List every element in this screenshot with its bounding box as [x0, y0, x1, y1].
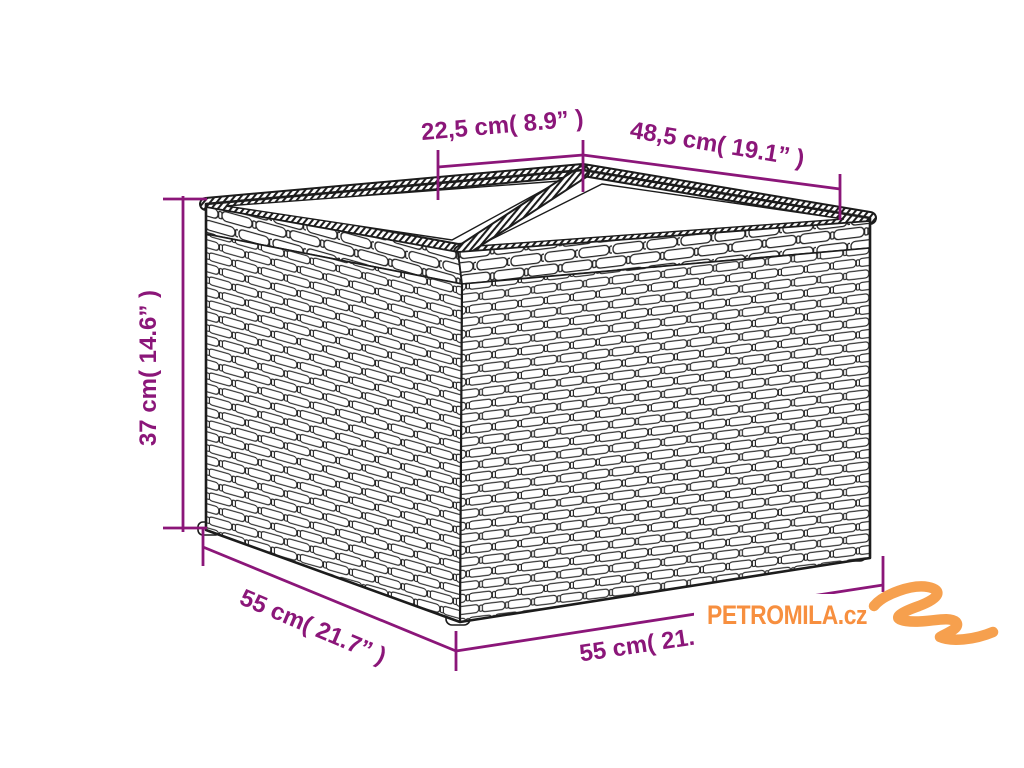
front-right-face: [459, 247, 871, 623]
product-illustration: [197, 163, 877, 626]
glass-panels: [225, 180, 845, 247]
dim-line-top-right: [582, 153, 841, 191]
watermark-background: [694, 594, 1024, 656]
top-divider-strip: [453, 165, 590, 259]
dim-label-height: 37 cm( 14.6” ): [135, 290, 162, 446]
table-body: [205, 233, 871, 624]
front-corner-edge: [458, 283, 464, 623]
dim-label-depth: 55 cm( 21.7” ): [236, 584, 390, 670]
glass-panel-left: [225, 180, 561, 241]
watermark-text: PETROMILA.cz: [707, 600, 867, 630]
dim-label-top-left: 22,5 cm( 8.9” ): [420, 105, 584, 146]
glass-panel-right: [477, 183, 845, 247]
scribble-icon: [868, 581, 999, 645]
watermark: PETROMILA.cz: [694, 581, 1024, 656]
dim-line-depth: [202, 545, 457, 653]
dim-line-top-left: [437, 153, 584, 169]
